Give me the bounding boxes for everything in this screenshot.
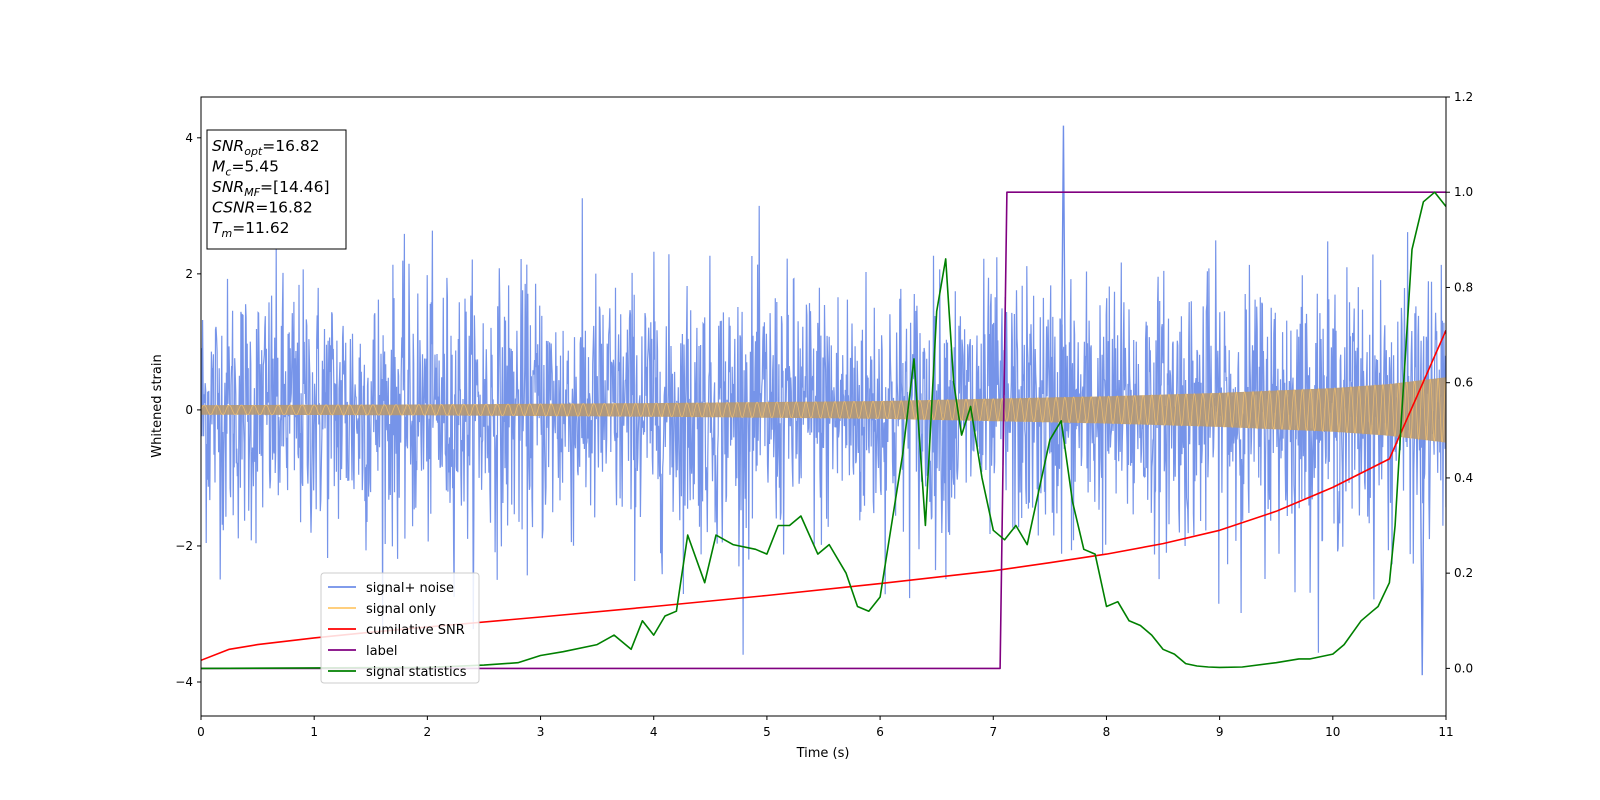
x-tick-label: 6 (876, 725, 884, 739)
overlay-curves (201, 191, 1446, 670)
x-tick-label: 2 (424, 725, 432, 739)
x-tick-label: 10 (1325, 725, 1340, 739)
legend-label: label (366, 644, 397, 659)
y-tick-label: −4 (175, 675, 193, 689)
legend-frame (320, 572, 480, 684)
y2-tick-label: 0.2 (1454, 566, 1473, 580)
info-box-line: SNRopt=16.82 (212, 137, 320, 158)
signal-noise-peak (1060, 125, 1067, 444)
info-box-subscript: MF (244, 186, 260, 199)
y-tick-label: 0 (185, 403, 193, 417)
info-box-value: =11.62 (232, 219, 289, 237)
y-tick-label: 2 (185, 267, 193, 281)
legend-label: signal statistics (366, 665, 467, 680)
info-box-value: =5.45 (231, 158, 279, 176)
signal-statistics-line (201, 191, 1446, 670)
signal-only-line (201, 377, 1446, 443)
y-axis-label: Whitened strain (150, 354, 165, 457)
x-tick-label: 8 (1103, 725, 1111, 739)
legend-label: signal+ noise (366, 581, 454, 596)
info-box-line: Tm=11.62 (212, 219, 290, 240)
y2-tick-label: 1.2 (1454, 90, 1473, 104)
label-line (201, 191, 1446, 670)
y-tick-label: −2 (175, 539, 193, 553)
info-box: SNRopt=16.82Mc=5.45SNRMF=[14.46]CSNR=16.… (206, 129, 347, 250)
info-box-value: =[14.46] (260, 178, 329, 196)
y-tick-label: 4 (185, 131, 193, 145)
info-box-value: =16.82 (262, 137, 319, 155)
x-axis-label: Time (s) (796, 746, 850, 761)
y2-axis-ticks: 0.0 0.2 0.4 0.6 0.8 1.0 1.2 (1446, 90, 1473, 675)
legend-label: cumilative SNR (366, 623, 465, 638)
info-box-symbol: SNR (212, 178, 244, 196)
y2-tick-label: 1.0 (1454, 185, 1473, 199)
x-tick-label: 3 (537, 725, 545, 739)
y2-tick-label: 0.0 (1454, 661, 1473, 675)
legend: signal+ noise signal only cumilative SNR la… (320, 572, 480, 684)
info-box-value: =16.82 (255, 199, 312, 217)
info-box-subscript: c (225, 166, 231, 179)
x-tick-label: 11 (1438, 725, 1453, 739)
info-box-subscript: m (221, 227, 232, 240)
signal-only-envelope (201, 377, 1446, 443)
info-box-line: CSNR=16.82 (212, 199, 313, 217)
info-box-symbol: SNR (212, 137, 244, 155)
y2-tick-label: 0.4 (1454, 471, 1473, 485)
y2-tick-label: 0.6 (1454, 376, 1473, 390)
x-tick-label: 4 (650, 725, 658, 739)
signal-only-series (201, 377, 1446, 443)
info-box-symbol: CSNR (212, 199, 255, 217)
x-axis-ticks: 0 1 2 3 4 5 6 7 8 9 10 11 (197, 716, 1454, 739)
info-box-subscript: opt (244, 145, 263, 158)
x-tick-label: 5 (763, 725, 771, 739)
x-tick-label: 9 (1216, 725, 1224, 739)
cumilative-snr-line (201, 329, 1446, 662)
y-axis-ticks: −4 −2 0 2 4 (175, 131, 201, 689)
y2-tick-label: 0.8 (1454, 280, 1473, 294)
x-tick-label: 7 (989, 725, 997, 739)
info-box-symbol: T (212, 219, 223, 237)
info-box-line: SNRMF=[14.46] (212, 178, 330, 199)
x-tick-label: 1 (310, 725, 318, 739)
info-box-symbol: M (212, 158, 225, 176)
info-box-frame (206, 129, 347, 250)
x-tick-label: 0 (197, 725, 205, 739)
legend-label: signal only (366, 602, 436, 617)
info-box-line: Mc=5.45 (212, 158, 279, 179)
plot-frame (200, 96, 1447, 717)
